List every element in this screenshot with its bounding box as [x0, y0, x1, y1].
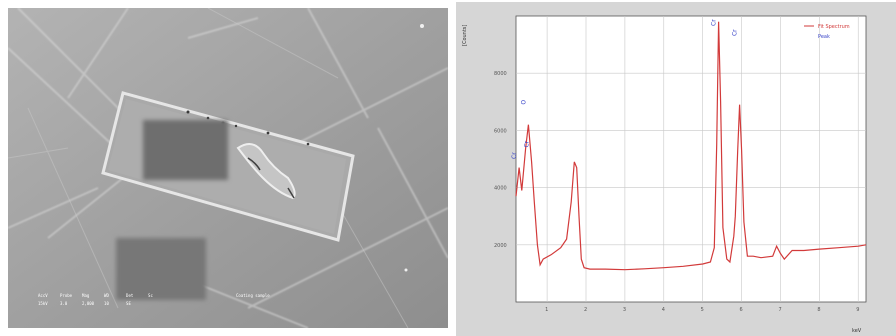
peak-labels: Cr O Cr Cr Cr [511, 19, 738, 159]
x-tick-label: 3 [623, 307, 626, 313]
x-tick-label: 7 [778, 307, 781, 313]
grid-lines [516, 16, 866, 302]
sem-header-mag: Mag [82, 293, 90, 298]
y-tick-label: 4000 [494, 186, 507, 192]
eds-spectrum-panel: 1 2 3 4 5 6 7 8 9 2000 4000 6000 8000 Cr O Cr Cr Cr [Cou… [456, 2, 896, 336]
x-tick-label: 6 [740, 307, 743, 313]
x-tick-label: 2 [584, 307, 587, 313]
sem-description: Coating sample [236, 293, 270, 298]
peak-label: Cr [711, 19, 718, 26]
tick-labels: 1 2 3 4 5 6 7 8 9 2000 4000 6000 8000 [494, 71, 859, 313]
sem-micrograph: AccV Probe Mag WD Det Sc 15kV 3.0 2,000 … [8, 8, 448, 328]
x-tick-label: 5 [701, 307, 704, 313]
peak-label: Cr [732, 29, 739, 36]
spectrum-series-line [515, 21, 867, 271]
legend-peak: Peak [818, 34, 830, 40]
sem-image [8, 8, 448, 328]
sem-value-det: SE [126, 301, 131, 306]
x-tick-label: 8 [817, 307, 820, 313]
y-tick-label: 8000 [494, 71, 507, 77]
legend-fit-spectrum: Fit Spectrum [818, 24, 850, 30]
spectrum-chart: 1 2 3 4 5 6 7 8 9 2000 4000 6000 8000 Cr O Cr Cr Cr [Cou… [462, 15, 867, 334]
sem-header-wd: WD [104, 293, 109, 298]
y-tick-label: 6000 [494, 128, 507, 134]
x-axis-label: keV [852, 328, 862, 334]
x-tick-label: 4 [662, 307, 665, 313]
sem-value-accv: 15kV [38, 301, 48, 306]
sem-info-bar: AccV Probe Mag WD Det Sc 15kV 3.0 2,000 … [38, 294, 338, 318]
sem-header-sc: Sc [148, 293, 153, 298]
peak-label: O [520, 100, 527, 105]
y-tick-label: 2000 [494, 243, 507, 249]
sem-header-accv: AccV [38, 293, 48, 298]
peak-label: Cr [511, 152, 518, 159]
sem-header-det: Det [126, 293, 134, 298]
x-tick-label: 1 [545, 307, 548, 313]
sem-value-wd: 10 [104, 301, 109, 306]
peak-label: Cr [524, 140, 531, 147]
sem-header-probe: Probe [60, 293, 73, 298]
plot-area [515, 15, 867, 303]
x-tick-label: 9 [856, 307, 859, 313]
sem-value-sc [148, 302, 160, 306]
legend: Fit Spectrum Peak [804, 24, 850, 40]
sem-value-mag: 2,000 [82, 301, 95, 306]
sem-value-probe: 3.0 [60, 301, 68, 306]
y-axis-label: [Counts] [462, 25, 468, 46]
